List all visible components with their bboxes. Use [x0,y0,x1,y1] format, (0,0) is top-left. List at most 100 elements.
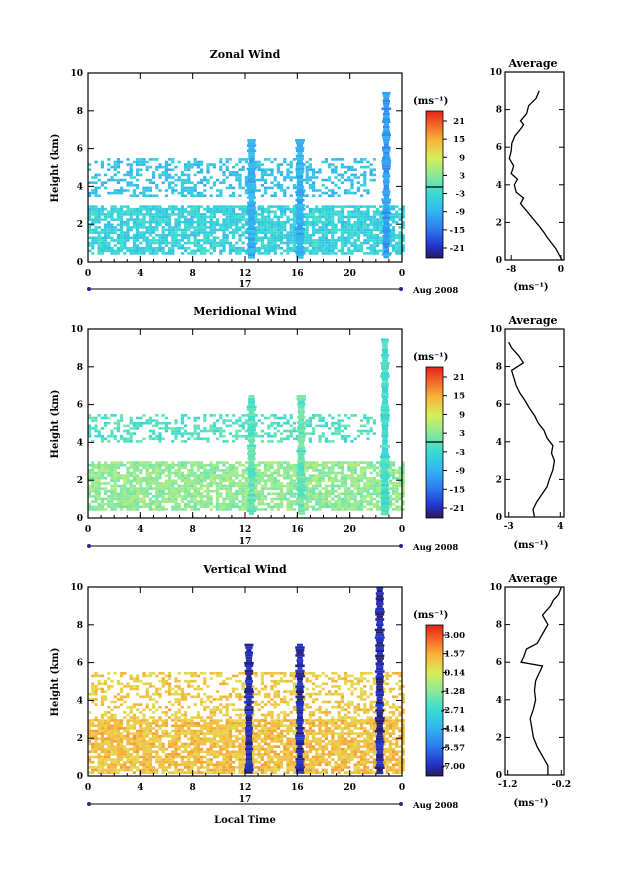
heatmap-cell [277,467,280,470]
heatmap-cell [94,174,97,177]
heatmap-cell [312,477,315,480]
heatmap-cell [168,163,171,166]
heatmap-cell [110,469,113,472]
heatmap-cell [142,506,145,509]
heatmap-cell [142,758,145,761]
heatmap-cell [267,239,270,242]
heatmap-cell [334,252,337,255]
heatmap-cell [293,503,296,506]
heatmap-cell [155,216,158,219]
heatmap-cell [286,242,289,245]
heatmap-cell [120,490,123,493]
heatmap-cell [139,211,142,214]
heatmap-cell [107,740,110,743]
heatmap-cell [107,490,110,493]
heatmap-cell [357,500,360,503]
heatmap-cell [350,192,353,195]
heatmap-cell [158,469,161,472]
heatmap-cell [130,761,133,764]
heatmap-cell [286,419,289,422]
heatmap-cell [184,194,187,197]
heatmap-cell [309,211,312,214]
heatmap-cell [357,221,360,224]
heatmap-cell [210,226,213,229]
heatmap-cell [247,176,256,179]
heatmap-cell [334,500,337,503]
heatmap-cell [290,194,293,197]
heatmap-cell [380,466,390,469]
heatmap-cell [210,252,213,255]
heatmap-cell [381,411,389,414]
heatmap-cell [117,506,120,509]
heatmap-cell [235,430,238,433]
heatmap-cell [318,498,321,501]
heatmap-cell [322,247,325,250]
heatmap-cell [290,171,293,174]
heatmap-cell [168,493,171,496]
heatmap-cell [318,506,321,509]
heatmap-cell [290,208,293,211]
heatmap-cell [379,216,382,219]
heatmap-cell [341,438,344,441]
heatmap-cell [98,498,101,501]
heatmap-cell [363,189,366,192]
heatmap-cell [152,500,155,503]
heatmap-cell [242,506,245,509]
heatmap-cell [98,480,101,483]
heatmap-cell [226,461,229,464]
heatmap-cell [139,490,142,493]
heatmap-cell [171,506,174,509]
heatmap-cell [130,490,133,493]
heatmap-cell [249,442,254,445]
heatmap-cell [334,171,337,174]
heatmap-cell [101,735,104,738]
heatmap-cell [104,244,107,247]
heatmap-cell [312,464,315,467]
heatmap-cell [194,490,197,493]
heatmap-cell [114,490,117,493]
heatmap-cell [229,474,232,477]
heatmap-cell [181,208,184,211]
heatmap-cell [149,234,152,237]
heatmap-cell [162,234,165,237]
heatmap-cell [392,205,395,208]
heatmap-cell [210,490,213,493]
heatmap-cell [171,743,174,746]
heatmap-cell [280,503,283,506]
heatmap-cell [91,231,94,234]
heatmap-cell [226,414,229,417]
heatmap-cell [162,469,165,472]
heatmap-cell [133,472,136,475]
heatmap-cell [247,473,255,476]
heatmap-cell [366,216,369,219]
heatmap-cell [247,168,257,171]
heatmap-cell [133,745,136,748]
heatmap-cell [162,464,165,467]
heatmap-cell [334,472,337,475]
heatmap-cell [235,422,238,425]
heatmap-cell [210,485,213,488]
heatmap-cell [325,425,328,428]
heatmap-cell [366,417,369,420]
heatmap-cell [267,477,270,480]
heatmap-cell [222,464,225,467]
heatmap-cell [350,493,353,496]
heatmap-cell [331,247,334,250]
heatmap-cell [381,406,390,409]
heatmap-cell [306,419,309,422]
heatmap-cell [216,461,219,464]
heatmap-cell [373,480,376,483]
heatmap-cell [338,464,341,467]
heatmap-cell [312,493,315,496]
heatmap-cell [171,226,174,229]
heatmap-cell [155,221,158,224]
heatmap-cell [104,218,107,221]
heatmap-cell [354,503,357,506]
heatmap-cell [94,218,97,221]
heatmap-cell [248,403,255,406]
heatmap-cell [274,461,277,464]
heatmap-cell [315,244,318,247]
heatmap-cell [200,467,203,470]
heatmap-cell [107,766,110,769]
heatmap-cell [382,443,387,446]
